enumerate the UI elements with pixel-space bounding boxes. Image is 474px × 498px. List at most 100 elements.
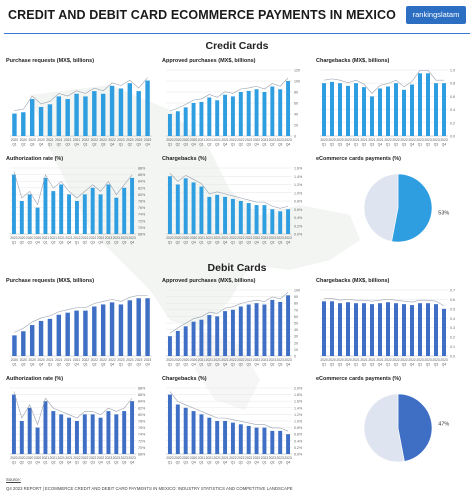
x-tick-label-year: 2020 [37, 138, 45, 142]
x-tick-label-quarter: Q1 [418, 363, 423, 367]
y-tick-label: 10 [294, 348, 298, 352]
bar [27, 194, 32, 234]
x-tick-label-year: 2021 [206, 358, 214, 362]
x-tick-label-year: 2020 [320, 138, 328, 142]
x-tick-label-quarter: Q1 [48, 143, 53, 147]
y-tick-label: 80% [138, 193, 146, 197]
bar [254, 89, 259, 136]
bar [199, 186, 204, 234]
trend-line [13, 391, 133, 426]
x-tick-label-quarter: Q4 [67, 241, 72, 245]
x-tick-label-year: 2022 [82, 358, 90, 362]
bar [167, 394, 172, 454]
x-tick-label-year: 2023 [277, 358, 285, 362]
x-tick-label-quarter: Q2 [176, 143, 181, 147]
chart-dc-chargebacks: 0.00.10.20.30.40.50.60.72020Q12020Q22020… [320, 289, 455, 367]
x-tick-label-year: 2021 [352, 138, 360, 142]
bar [254, 205, 259, 234]
x-tick-label-year: 2020 [182, 138, 190, 142]
y-tick-label: 1.4% [294, 175, 303, 179]
chart-cc-ecommerce-share: 53% [363, 173, 449, 243]
x-tick-label-year: 2020 [37, 358, 45, 362]
x-tick-label-year: 2023 [126, 138, 134, 142]
panel-cc-authorization-rate: Authorization rate (%) 68% 70% 72% 74% 76% 78… [6, 156, 156, 248]
bar [100, 93, 106, 136]
bar [65, 312, 70, 356]
y-tick-label: 0.6% [294, 208, 303, 212]
x-tick-label-year: 2022 [81, 236, 89, 240]
y-tick-label: 1.2% [294, 183, 303, 187]
x-tick-label-quarter: Q1 [106, 461, 111, 465]
x-tick-label-year: 2023 [269, 456, 277, 460]
bar [262, 205, 267, 234]
x-tick-label-year: 2023 [144, 138, 152, 142]
trend-line [14, 77, 148, 111]
bar [175, 184, 180, 234]
bar [51, 411, 56, 454]
bar [127, 83, 133, 136]
header: CREDIT AND DEBIT CARD ECOMMERCE PAYMENTS… [0, 0, 474, 32]
y-tick-label: 74% [138, 433, 146, 437]
x-tick-label-year: 2022 [229, 456, 237, 460]
x-tick-label-quarter: Q3 [370, 363, 375, 367]
y-tick-label: 74% [138, 213, 146, 217]
bar [175, 111, 180, 136]
x-tick-label-quarter: Q3 [27, 241, 32, 245]
x-tick-label-year: 2020 [166, 236, 174, 240]
x-tick-label-year: 2022 [229, 236, 237, 240]
bar [29, 99, 35, 136]
bar [43, 177, 48, 234]
header-divider [4, 33, 470, 34]
x-tick-label-quarter: Q1 [386, 363, 391, 367]
y-tick-label: 0.6 [450, 298, 455, 302]
chart-cc-authorization-rate: 68%70%72%74%76%78%80%82%84%86%88%2020Q12… [10, 167, 146, 245]
bar [362, 87, 366, 136]
x-tick-label-year: 2021 [221, 358, 229, 362]
y-tick-label: 60 [294, 102, 298, 106]
y-tick-label: 1.6% [294, 167, 303, 171]
x-tick-label-quarter: Q3 [215, 461, 220, 465]
x-tick-label-quarter: Q2 [20, 461, 25, 465]
x-tick-label-year: 2023 [105, 456, 113, 460]
x-tick-label-year: 2020 [10, 456, 18, 460]
x-tick-label-year: 2023 [105, 236, 113, 240]
chart-title: Chargebacks (MX$, billions) [316, 278, 390, 284]
y-tick-label: 0.0 [450, 355, 455, 359]
bar [11, 394, 16, 454]
trend-line [323, 70, 444, 94]
bar [238, 201, 243, 234]
x-tick-label-quarter: Q3 [183, 461, 188, 465]
x-tick-label-year: 2022 [245, 138, 253, 142]
x-tick-label-year: 2022 [253, 456, 261, 460]
x-tick-label-quarter: Q4 [130, 461, 135, 465]
bar [82, 414, 87, 454]
x-tick-label-year: 2020 [182, 236, 190, 240]
y-tick-label: 76% [138, 426, 146, 430]
bar [145, 298, 150, 356]
bar [74, 421, 79, 454]
pie-slice [397, 393, 433, 462]
bar [136, 91, 141, 136]
x-tick-label-year: 2021 [221, 138, 229, 142]
x-tick-label-year: 2020 [26, 456, 34, 460]
bar [338, 83, 342, 136]
x-tick-label-quarter: Q3 [246, 461, 251, 465]
section-title-debit: Debit Cards [207, 262, 267, 274]
x-tick-label-quarter: Q1 [231, 461, 236, 465]
bar [38, 320, 44, 356]
chart-cc-purchase-requests: 2020Q12020Q22020Q32020Q42021Q12021Q22021… [10, 77, 152, 147]
y-tick-label: 1.6% [294, 400, 303, 404]
y-tick-label: 78% [138, 420, 146, 424]
x-tick-label-quarter: Q2 [114, 241, 119, 245]
x-tick-label-quarter: Q2 [362, 363, 367, 367]
x-tick-label-quarter: Q1 [83, 143, 88, 147]
bar [330, 301, 334, 356]
x-tick-label-year: 2021 [58, 236, 66, 240]
bar [246, 203, 251, 234]
x-tick-label-year: 2021 [46, 358, 54, 362]
x-tick-label-quarter: Q3 [183, 143, 188, 147]
bar [122, 187, 127, 234]
bar [434, 83, 438, 136]
x-tick-label-quarter: Q3 [65, 363, 70, 367]
x-tick-label-year: 2022 [97, 456, 105, 460]
